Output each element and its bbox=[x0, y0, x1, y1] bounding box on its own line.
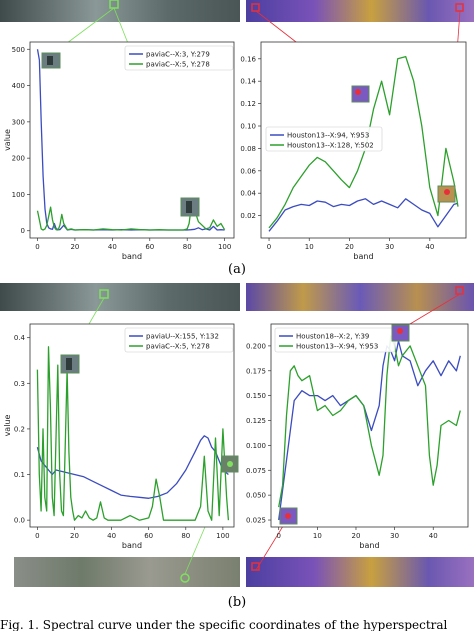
y-tick-label: 0.150 bbox=[246, 392, 266, 400]
plot-frame bbox=[29, 41, 235, 239]
inset-pavia-a-1 bbox=[41, 52, 61, 69]
pavia-strip-a bbox=[0, 0, 240, 22]
houston-marker-a-right bbox=[455, 3, 464, 12]
legend-label: Houston18--X:2, Y:39 bbox=[296, 333, 369, 341]
x-axis-label: band bbox=[122, 541, 142, 550]
chart-b-right: 0 10 20 30 40 0.025 0.050 0.075 0.100 0.125 0.150 0… bbox=[246, 323, 469, 550]
y-tick-label: 0.0 bbox=[14, 517, 25, 525]
inset-houston-b-1 bbox=[391, 324, 410, 342]
inset-houston-b-2 bbox=[279, 507, 298, 525]
y-tick-label: 0.16 bbox=[240, 55, 256, 63]
x-axis-label: band bbox=[359, 541, 379, 550]
x-tick-label: 40 bbox=[429, 532, 438, 540]
pavia-marker-a bbox=[109, 0, 119, 9]
x-tick-label: 40 bbox=[425, 243, 434, 251]
x-tick-label: 60 bbox=[145, 243, 154, 251]
figure-footer-text: Fig. 1. Spectral curve under the specifi… bbox=[0, 618, 448, 631]
y-tick-label: 0.04 bbox=[240, 190, 256, 198]
legend-label: paviaC--X:5, Y:278 bbox=[146, 343, 210, 351]
y-tick-label: 0.08 bbox=[240, 145, 256, 153]
x-axis-label: band bbox=[353, 252, 373, 261]
y-tick-label: 300 bbox=[12, 118, 25, 126]
legend-label: Houston13--X:94, Y:953 bbox=[287, 132, 369, 140]
x-tick-label: 0 bbox=[267, 243, 271, 251]
y-tick-label: 0.050 bbox=[246, 492, 266, 500]
y-tick-label: 0.125 bbox=[246, 417, 266, 425]
inset-pavia-b-2 bbox=[221, 455, 239, 473]
y-tick-label: 500 bbox=[12, 46, 25, 54]
x-tick-label: 40 bbox=[107, 532, 116, 540]
chart-a-right: 0 10 20 30 40 0.02 0.04 0.06 0.08 0.10 0.12 0.14 0.1… bbox=[240, 41, 467, 261]
y-tick-label: 0.12 bbox=[240, 100, 256, 108]
y-tick-label: 100 bbox=[12, 191, 25, 199]
y-tick-label: 0.175 bbox=[246, 367, 266, 375]
legend-label: paviaC--X:5, Y:278 bbox=[146, 61, 210, 69]
inset-pavia-b-1 bbox=[60, 354, 80, 374]
x-tick-label: 80 bbox=[183, 243, 192, 251]
x-axis-label: band bbox=[122, 252, 142, 261]
y-tick-label: 0.10 bbox=[240, 123, 256, 131]
x-tick-label: 20 bbox=[352, 532, 361, 540]
y-tick-label: 0.02 bbox=[240, 212, 256, 220]
y-tick-label: 0.200 bbox=[246, 342, 266, 350]
y-tick-label: 0.075 bbox=[246, 467, 266, 475]
x-tick-label: 20 bbox=[70, 532, 79, 540]
y-tick-label: 0.100 bbox=[246, 442, 266, 450]
legend-label: Houston13--X:128, Y:502 bbox=[287, 142, 374, 150]
y-tick-label: 0.06 bbox=[240, 167, 256, 175]
inset-pavia-a-2 bbox=[180, 197, 200, 217]
inset-houston-a-1 bbox=[351, 85, 370, 103]
y-axis-label: value bbox=[3, 129, 12, 151]
chart-a-left: 0 20 40 60 80 100 0 100 200 300 400 500 band value pav… bbox=[3, 41, 235, 261]
y-tick-label: 0.2 bbox=[14, 425, 25, 433]
caption-b: (b) bbox=[228, 595, 246, 610]
x-tick-label: 30 bbox=[385, 243, 394, 251]
chart-b-left: 0 20 40 60 80 100 0.0 0.1 0.2 0.3 0.4 band value pavi… bbox=[3, 323, 235, 550]
y-tick-label: 0.4 bbox=[14, 334, 26, 342]
series-line-0 bbox=[268, 198, 459, 232]
x-tick-label: 0 bbox=[35, 532, 39, 540]
y-tick-label: 400 bbox=[12, 82, 25, 90]
y-tick-label: 0.14 bbox=[240, 78, 256, 86]
y-tick-label: 0.3 bbox=[14, 380, 25, 388]
houston-strip-a bbox=[246, 0, 474, 22]
legend-box bbox=[124, 327, 234, 353]
x-tick-label: 30 bbox=[390, 532, 399, 540]
x-tick-label: 40 bbox=[108, 243, 117, 251]
y-tick-label: 200 bbox=[12, 155, 25, 163]
y-tick-label: 0 bbox=[21, 227, 25, 235]
y-tick-label: 0.025 bbox=[246, 517, 266, 525]
legend-label: paviaC--X:3, Y:279 bbox=[146, 51, 210, 59]
pavia-strip-b bbox=[0, 283, 240, 311]
houston-city-strip-b bbox=[246, 557, 474, 587]
houston-strip-b bbox=[246, 283, 474, 311]
x-tick-label: 20 bbox=[70, 243, 79, 251]
y-tick-label: 0.1 bbox=[14, 471, 25, 479]
series-line-1 bbox=[36, 199, 226, 231]
x-tick-label: 60 bbox=[144, 532, 153, 540]
legend-label: paviaU--X:155, Y:132 bbox=[146, 333, 219, 341]
legend-label: Houston13--X:94, Y:953 bbox=[296, 343, 378, 351]
legend-box bbox=[265, 126, 383, 152]
pavia-city-strip-b bbox=[14, 557, 240, 587]
legend-box bbox=[124, 45, 234, 71]
x-tick-label: 10 bbox=[313, 532, 322, 540]
series-line-1 bbox=[36, 346, 230, 521]
x-tick-label: 10 bbox=[305, 243, 314, 251]
caption-a: (a) bbox=[228, 262, 246, 277]
x-tick-label: 100 bbox=[218, 243, 231, 251]
houston-city-marker bbox=[251, 562, 260, 571]
x-tick-label: 0 bbox=[276, 532, 280, 540]
houston-marker-a-left bbox=[251, 3, 260, 12]
x-tick-label: 80 bbox=[181, 532, 190, 540]
x-tick-label: 0 bbox=[35, 243, 39, 251]
inset-houston-a-2 bbox=[437, 185, 456, 203]
x-tick-label: 20 bbox=[345, 243, 354, 251]
y-axis-label: value bbox=[3, 415, 12, 437]
x-tick-label: 100 bbox=[216, 532, 229, 540]
series-line-1 bbox=[278, 335, 461, 508]
